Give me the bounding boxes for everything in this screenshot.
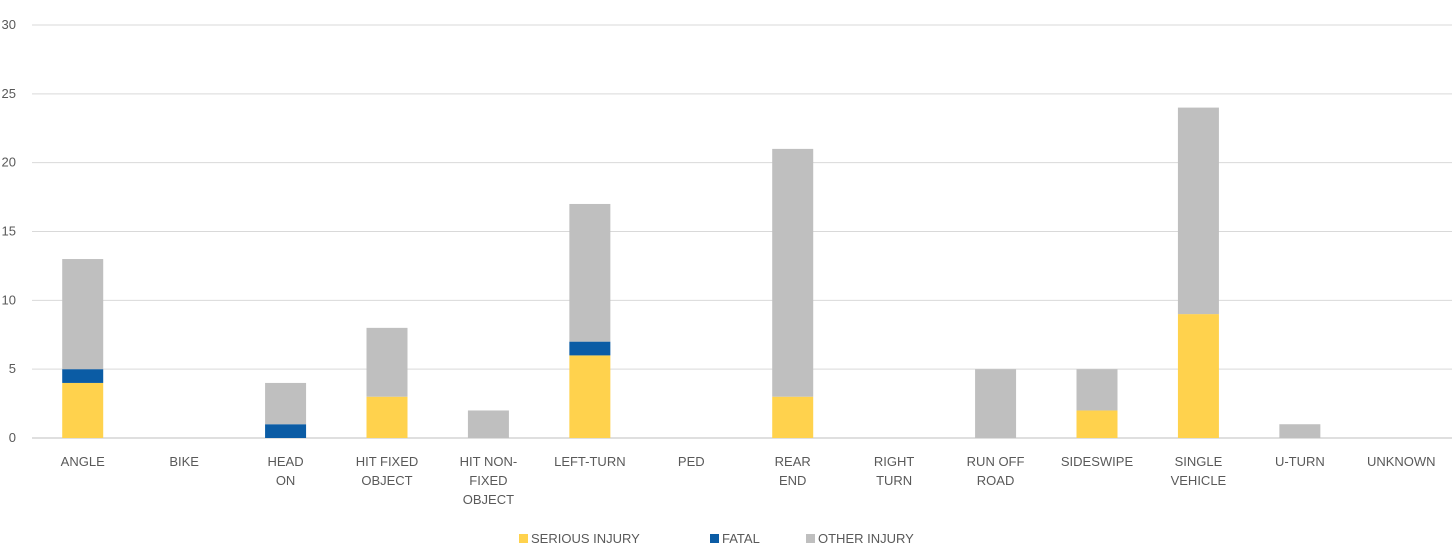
bar-segment: [1076, 369, 1118, 411]
bar-segment: [772, 148, 814, 397]
bar-segment: [569, 355, 611, 438]
bar-segment: [467, 410, 509, 438]
bar-segment: [62, 259, 104, 370]
bar-segment: [569, 203, 611, 342]
gridlines: [32, 24, 1452, 439]
legend-label: SERIOUS INJURY: [531, 531, 640, 546]
bar-segment: [975, 369, 1017, 438]
legend-swatch: [710, 534, 719, 543]
y-tick-label: 20: [2, 155, 16, 170]
legend-swatch: [519, 534, 528, 543]
x-category-label: ANGLE: [61, 454, 105, 469]
bar-segment: [62, 369, 104, 383]
x-category-label: UNKNOWN: [1367, 454, 1436, 469]
legend-label: OTHER INJURY: [818, 531, 914, 546]
bar-segment: [366, 327, 408, 397]
bar-segment: [772, 396, 814, 438]
legend-label: FATAL: [722, 531, 760, 546]
bar-segment: [366, 396, 408, 438]
x-category-label: HIT NON-FIXED OBJECT: [460, 454, 518, 507]
y-tick-label: 15: [2, 224, 16, 239]
bars: [62, 107, 1321, 438]
bar-segment: [569, 341, 611, 356]
bar-segment: [1279, 424, 1321, 438]
x-axis-category-labels: ANGLE BIKE HEAD ON HIT FIXED OBJECT HIT NON-FI…: [61, 454, 1436, 507]
x-category-label: BIKE: [169, 454, 199, 469]
y-tick-label: 10: [2, 292, 16, 307]
x-category-label: PED: [678, 454, 705, 469]
bar-segment: [1076, 410, 1118, 438]
y-tick-label: 0: [9, 430, 16, 445]
y-tick-label: 25: [2, 86, 16, 101]
x-category-label: SINGLE VEHICLE: [1171, 454, 1227, 488]
y-tick-label: 5: [9, 361, 16, 376]
x-category-label: LEFT-TURN: [554, 454, 626, 469]
x-category-label: HEAD ON: [268, 454, 304, 488]
x-category-label: RIGHT TURN: [874, 454, 915, 488]
legend: SERIOUS INJURY FATAL OTHER INJURY: [519, 531, 914, 546]
x-category-label: U-TURN: [1275, 454, 1325, 469]
x-category-label: REAR END: [775, 454, 811, 488]
legend-swatch: [806, 534, 815, 543]
bar-segment: [62, 382, 104, 438]
bar-segment: [265, 424, 307, 438]
y-axis-tick-labels: 0 5 10 15 20 25 30: [2, 17, 16, 445]
x-category-label: RUN OFF ROAD: [967, 454, 1025, 488]
bar-segment: [1177, 314, 1219, 438]
x-category-label: HIT FIXED OBJECT: [356, 454, 419, 488]
y-tick-label: 30: [2, 17, 16, 32]
x-category-label: SIDESWIPE: [1061, 454, 1134, 469]
bar-segment: [1177, 107, 1219, 315]
bar-segment: [265, 382, 307, 425]
